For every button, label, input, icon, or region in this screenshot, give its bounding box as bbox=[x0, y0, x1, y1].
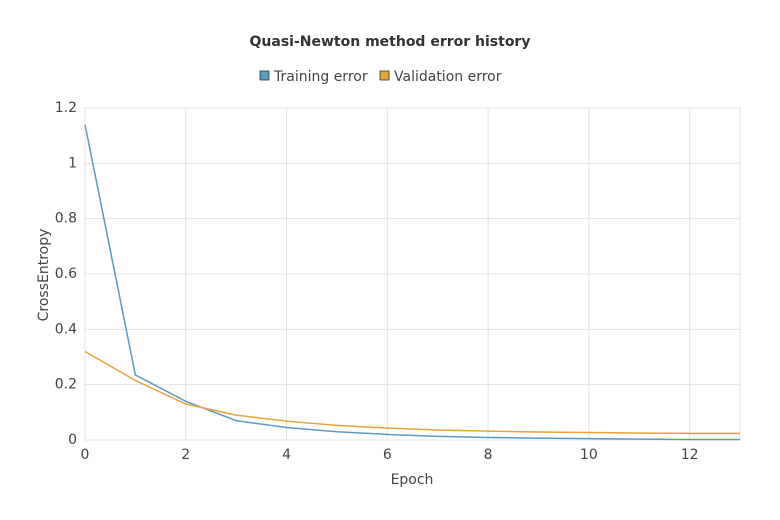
y-tick-label: 0.8 bbox=[55, 211, 77, 227]
x-tick-label: 6 bbox=[383, 447, 392, 463]
y-tick-label: 1.2 bbox=[55, 100, 77, 116]
x-tick-label: 4 bbox=[282, 447, 291, 463]
x-tick-label: 2 bbox=[181, 447, 190, 463]
y-tick-label: 0.6 bbox=[55, 266, 77, 282]
chart-title: Quasi-Newton method error history bbox=[250, 34, 531, 50]
x-tick-label: 12 bbox=[681, 447, 699, 463]
legend-label: Training error bbox=[273, 69, 368, 85]
y-tick-label: 0 bbox=[68, 432, 77, 448]
legend-swatch bbox=[379, 70, 390, 81]
y-tick-label: 0.4 bbox=[55, 321, 77, 337]
y-axis-label: CrossEntropy bbox=[36, 229, 52, 322]
data-line bbox=[84, 124, 740, 441]
legend-swatch bbox=[259, 70, 270, 81]
x-tick-label: 0 bbox=[81, 447, 90, 463]
y-tick-label: 0.2 bbox=[55, 377, 77, 393]
x-axis-label: Epoch bbox=[391, 472, 434, 488]
x-tick-label: 8 bbox=[484, 447, 493, 463]
data-line bbox=[84, 350, 740, 435]
legend-label: Validation error bbox=[394, 69, 502, 85]
x-tick-label: 10 bbox=[580, 447, 598, 463]
y-tick-label: 1 bbox=[68, 155, 77, 171]
